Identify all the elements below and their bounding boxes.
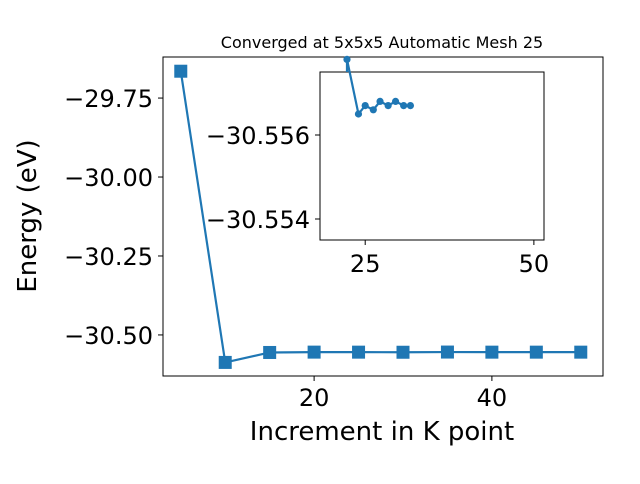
inset-x-tick-label: 25 — [350, 250, 381, 278]
inset-series-line — [345, 59, 411, 117]
main-plot-frame — [162, 56, 604, 377]
inset-axis-ticks: 25 50 −30.556 −30.554 — [206, 122, 549, 278]
series-line — [179, 71, 581, 364]
x-tick-label: 20 — [299, 384, 330, 412]
y-tick-label: −29.75 — [64, 85, 153, 113]
inset-data-point — [354, 110, 363, 118]
x-tick-label: 40 — [477, 384, 508, 412]
data-point-square — [529, 345, 543, 359]
main-series — [174, 64, 588, 369]
data-point-square — [485, 345, 499, 359]
data-point-square — [440, 345, 454, 359]
inset-data-point — [361, 102, 369, 110]
data-point-square — [574, 345, 588, 359]
inset-plot-frame — [319, 71, 545, 241]
inset-data-point — [384, 102, 392, 110]
data-point-square — [263, 345, 277, 359]
inset-data-point — [406, 102, 415, 110]
data-point-square — [352, 345, 366, 359]
inset-y-tick-label: −30.556 — [206, 122, 310, 150]
inset-series — [343, 55, 415, 118]
inset-data-point — [400, 102, 408, 110]
data-point-square — [218, 355, 232, 369]
data-point-square — [396, 345, 410, 359]
chart-title: Converged at 5x5x5 Automatic Mesh 25 — [221, 33, 543, 52]
inset-data-point — [369, 106, 377, 114]
inset-data-point — [391, 97, 400, 105]
data-point-square — [174, 64, 188, 78]
data-point-square — [307, 345, 321, 359]
x-axis-label: Increment in K point — [250, 417, 514, 447]
y-tick-label: −30.50 — [64, 322, 153, 350]
inset-y-tick-label: −30.554 — [206, 206, 310, 234]
main-axis-ticks: 20 40 −30.50 −30.25 −30.00 −29.75 — [64, 85, 507, 412]
y-axis-label: Energy (eV) — [13, 139, 43, 292]
y-tick-label: −30.00 — [64, 164, 153, 192]
inset-data-point — [376, 97, 384, 105]
inset-data-point — [343, 55, 351, 64]
inset-x-tick-label: 50 — [519, 250, 550, 278]
y-tick-label: −30.25 — [64, 243, 153, 271]
